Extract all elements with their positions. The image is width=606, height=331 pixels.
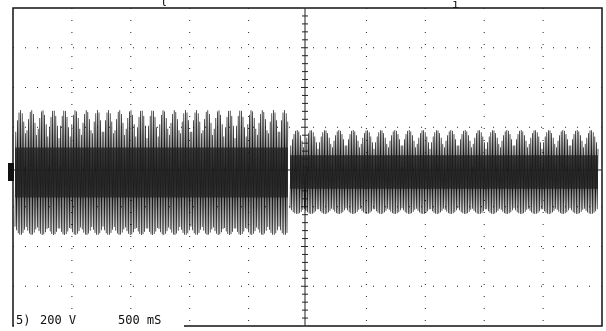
volts-per-div: 200 V	[40, 313, 76, 327]
ground-marker	[8, 163, 14, 181]
oscilloscope-screen: ι ı 5) 200 V 500 mS	[0, 0, 606, 331]
trigger-marker: ι	[160, 0, 167, 9]
trigger-marker: ı	[452, 0, 459, 11]
waveform-band	[290, 155, 598, 189]
waveform-band	[15, 148, 288, 198]
time-per-div: 500 mS	[118, 313, 161, 327]
channel-label: 5)	[16, 313, 30, 327]
page: ι ı 5) 200 V 500 mS (() => { const data …	[0, 0, 606, 331]
